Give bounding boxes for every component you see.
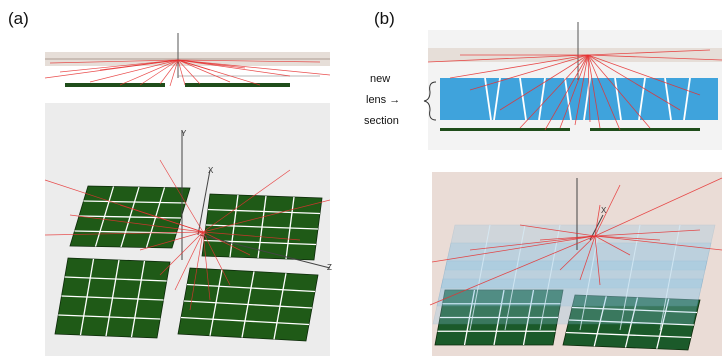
solar-cell-row (440, 128, 570, 131)
solar-cell-row (185, 83, 290, 87)
axis-label: X (208, 166, 214, 175)
solar-cell-row (590, 128, 700, 131)
panel-label: (a) (8, 9, 29, 28)
lens-section (440, 78, 718, 120)
annotation: lens → (366, 94, 400, 106)
annotation: new (370, 73, 390, 85)
axis-label: Z (327, 263, 332, 272)
solar-cell-row (65, 83, 165, 87)
axis-label: Y (181, 129, 187, 138)
panel-label: (b) (374, 9, 395, 28)
figure: (a) (b) Y X Z new lens → section X (0, 0, 726, 356)
annotation: section (364, 115, 399, 127)
